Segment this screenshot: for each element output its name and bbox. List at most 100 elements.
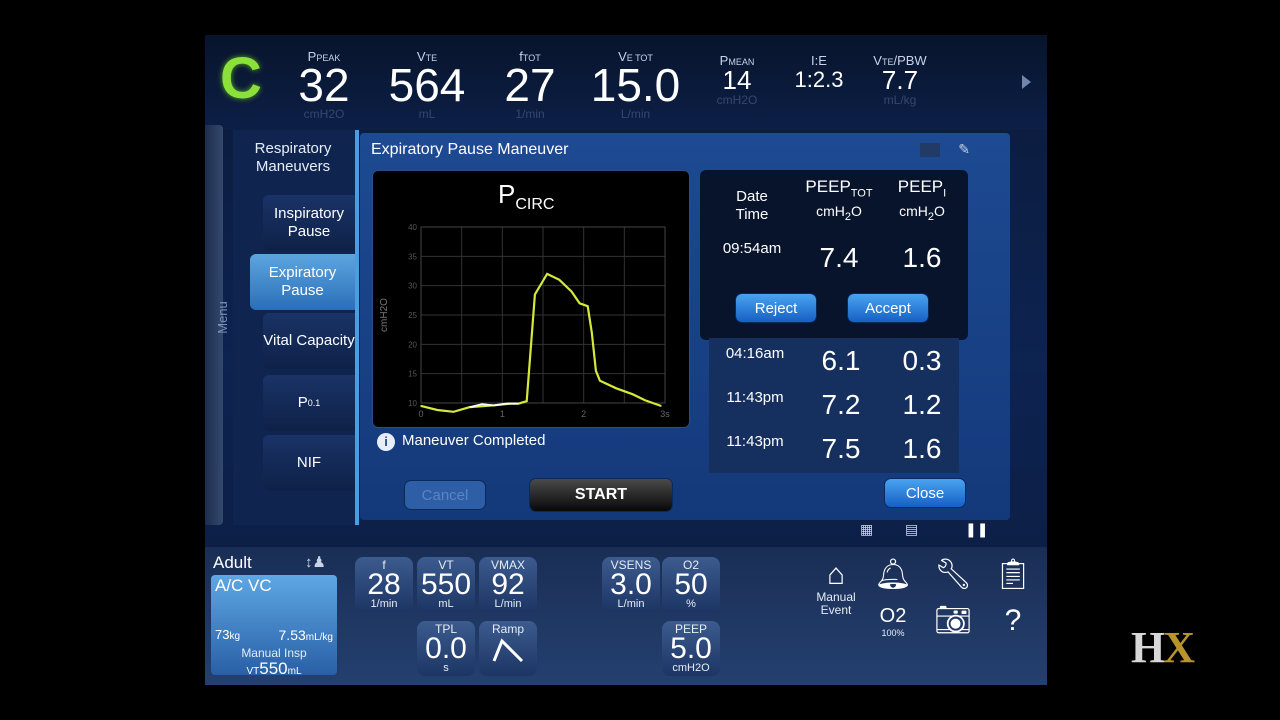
table-icon[interactable]: ▤ [905,521,919,537]
accept-button[interactable]: Accept [848,294,928,322]
camera-icon: 📷︎ [933,604,973,637]
y-tick-label: 40 [408,223,417,232]
wrench-button[interactable]: 🔧︎ [933,559,973,591]
panel-divider [355,130,359,525]
chart-title: PCIRC [498,179,555,214]
ventilator-screen: C PPEAK 32 cmH2O VTE 564 mL fTOT 27 1/mi… [205,35,1047,685]
setting-unit: s [443,662,449,674]
measurement-label: I:E [811,53,827,68]
data-point [599,379,601,382]
setting-vmax[interactable]: VMAX 92 L/min [479,557,537,612]
pcirc-chart: PCIRC 10 15 20 25 30 35 40 0 1 2 3s cmH2O [372,170,690,428]
measurement-label: VE TOT [618,49,653,64]
tab-expiratory-pause[interactable]: Expiratory Pause [250,254,355,310]
y-tick-label: 20 [408,340,417,349]
o2-button[interactable]: O2 100% [873,605,913,640]
setting-value: 28 [367,568,401,601]
history-peep-tot: 6.1 [821,345,861,376]
wrench-icon: 🔧︎ [933,558,973,591]
history-peep-tot: 7.2 [821,389,861,420]
pause-icon[interactable]: ❚❚ [965,521,989,537]
setting-label: f [382,558,386,572]
cancel-button[interactable]: Cancel [405,481,485,509]
start-button[interactable]: START [530,479,672,511]
maneuvers-panel: Respiratory Maneuvers Inspiratory Pause … [233,130,355,525]
patient-panel[interactable]: Adult ↕♟ A/C VC 73kg 7.53mL/kg Manual In… [211,553,339,678]
menu-handle[interactable]: Menu [205,125,230,525]
measurement-label: PPEAK [307,49,341,64]
setting-peep[interactable]: PEEP 5.0 cmH2O [662,621,720,676]
grid-icon[interactable]: ▦ [860,521,874,537]
setting-value: 550 [420,568,472,601]
setting-vsens[interactable]: VSENS 3.0 L/min [602,557,660,612]
tab-p01[interactable]: P 0.1 [263,375,355,431]
current-peep-tot: 7.4 [819,242,859,273]
x-tick-label: 3s [660,409,670,419]
current-peep-i: 1.6 [902,242,942,273]
dialog-title: Expiratory Pause Maneuver [371,141,569,158]
setting-value: 92 [491,568,525,601]
setting-label: VMAX [490,558,525,572]
data-point [546,273,548,275]
ramp-icon [492,638,524,663]
data-point [570,290,573,293]
x-tick-label: 1 [500,409,505,419]
setting-value: 50 [674,568,708,601]
manual-event-button[interactable]: ⌂ Manual Event [803,559,869,617]
o2-sub: 100% [881,628,905,638]
setting-unit: mL [438,598,454,610]
manual-event-label: Manual Event [816,590,856,617]
history-time: 04:16am [725,345,785,362]
history-peep-tot: 7.5 [821,433,861,464]
current-time: 09:54am [722,240,782,257]
data-point [643,399,646,401]
tab-vital-capacity[interactable]: Vital Capacity [263,313,355,369]
close-button[interactable]: Close [885,479,965,507]
history-peep-i: 0.3 [902,345,942,376]
history-time: 11:43pm [726,389,784,406]
screen-icon [920,143,940,157]
setting-tpl[interactable]: TPL 0.0 s [417,621,475,676]
series-line [420,272,662,413]
plot-frame [420,226,666,404]
person-icon: ↕♟ [305,554,326,571]
chart-plot: 10 15 20 25 30 35 40 0 1 2 3s cmH2O [379,223,670,419]
menu-label: Menu [214,301,230,334]
tab-inspiratory-pause[interactable]: Inspiratory Pause [263,195,355,251]
alarm-button[interactable]: 🔔︎ [873,559,913,591]
patient-weight: 73kg [215,627,241,642]
history-table [709,338,959,473]
data-point [558,279,561,281]
expand-arrow-icon[interactable] [1022,75,1031,89]
measurement-value: 1:2.3 [794,67,844,92]
data-point [436,409,439,411]
patient-type: Adult [213,553,252,572]
clipboard-button[interactable]: 📋︎ [993,559,1033,591]
setting-unit: L/min [494,598,522,610]
tab-nif[interactable]: NIF [263,435,355,491]
measurement-label: VTE [416,49,438,64]
help-button[interactable]: ? [993,605,1033,637]
measurement-value: 564 [388,59,466,111]
setting-label: TPL [434,622,457,636]
help-icon: ? [1004,604,1022,637]
pen-icon: ✎ [958,141,970,157]
data-point [420,405,422,407]
camera-button[interactable]: 📷︎ [933,605,973,637]
col-header-peep-i: PEEPI cmH2O [897,177,947,224]
vent-mode: A/C VC [215,576,272,595]
measurement-unit: L/min [620,107,651,121]
data-point [615,387,617,390]
manual-insp-label: Manual Insp [241,646,307,660]
setting-unit: % [686,598,696,610]
setting-ramp[interactable]: Ramp [479,621,537,676]
vent-mode-button[interactable]: A/C VC 73kg 7.53mL/kg Manual Insp VT550m… [211,575,337,678]
setting-f[interactable]: f 28 1/min [355,557,413,612]
setting-value: 0.0 [425,632,467,665]
reject-button[interactable]: Reject [736,294,816,322]
setting-label: O2 [682,558,699,572]
setting-o2[interactable]: O2 50 % [662,557,720,612]
setting-unit: L/min [617,598,645,610]
info-icon: i [377,433,395,451]
setting-vt[interactable]: VT 550 mL [417,557,475,612]
